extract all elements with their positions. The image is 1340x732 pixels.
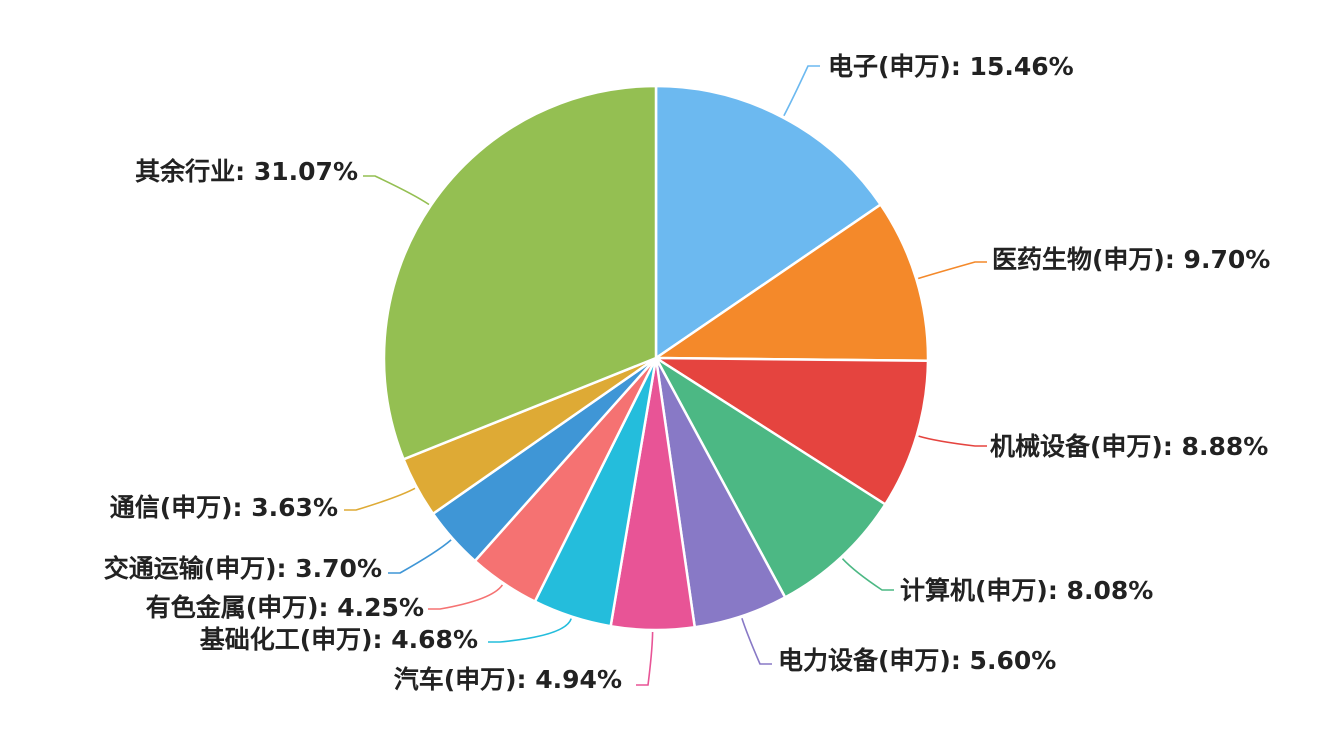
- slice-label: 机械设备(申万): 8.88%: [990, 432, 1268, 461]
- pie-slice: [382, 84, 658, 461]
- leader-line: [428, 584, 504, 610]
- leader-line: [841, 558, 894, 591]
- leader-line: [363, 175, 430, 206]
- slice-label: 通信(申万): 3.63%: [110, 493, 338, 522]
- pie-slice: [654, 84, 883, 361]
- leader-line: [783, 65, 820, 117]
- slice-label: 基础化工(申万): 4.68%: [200, 625, 478, 654]
- leader-line: [488, 618, 572, 643]
- pie-slice: [651, 356, 930, 507]
- leader-line: [917, 261, 987, 280]
- leader-line: [388, 539, 452, 574]
- slice-label: 电子(申万): 15.46%: [828, 52, 1074, 81]
- slice-label: 医药生物(申万): 9.70%: [992, 245, 1270, 274]
- slice-label: 交通运输(申万): 3.70%: [104, 554, 382, 583]
- pie-labels: 电子(申万): 15.46% 医药生物(申万): 9.70% 机械设备(申万): 8…: [104, 52, 1271, 694]
- slice-label: 电力设备(申万): 5.60%: [778, 646, 1056, 675]
- pie-leader-lines: [344, 65, 987, 686]
- pie-slice: [652, 202, 930, 363]
- slice-label: 有色金属(申万): 4.25%: [146, 593, 424, 622]
- leader-line: [636, 631, 654, 686]
- pie-slices: [382, 84, 930, 632]
- leader-line: [918, 435, 987, 447]
- leader-line: [344, 487, 416, 511]
- slice-label: 汽车(申万): 4.94%: [394, 665, 622, 694]
- pie-slice: [652, 354, 887, 600]
- slice-label: 其余行业: 31.07%: [135, 157, 358, 186]
- leader-line: [741, 617, 772, 665]
- slice-label: 计算机(申万): 8.08%: [900, 576, 1153, 605]
